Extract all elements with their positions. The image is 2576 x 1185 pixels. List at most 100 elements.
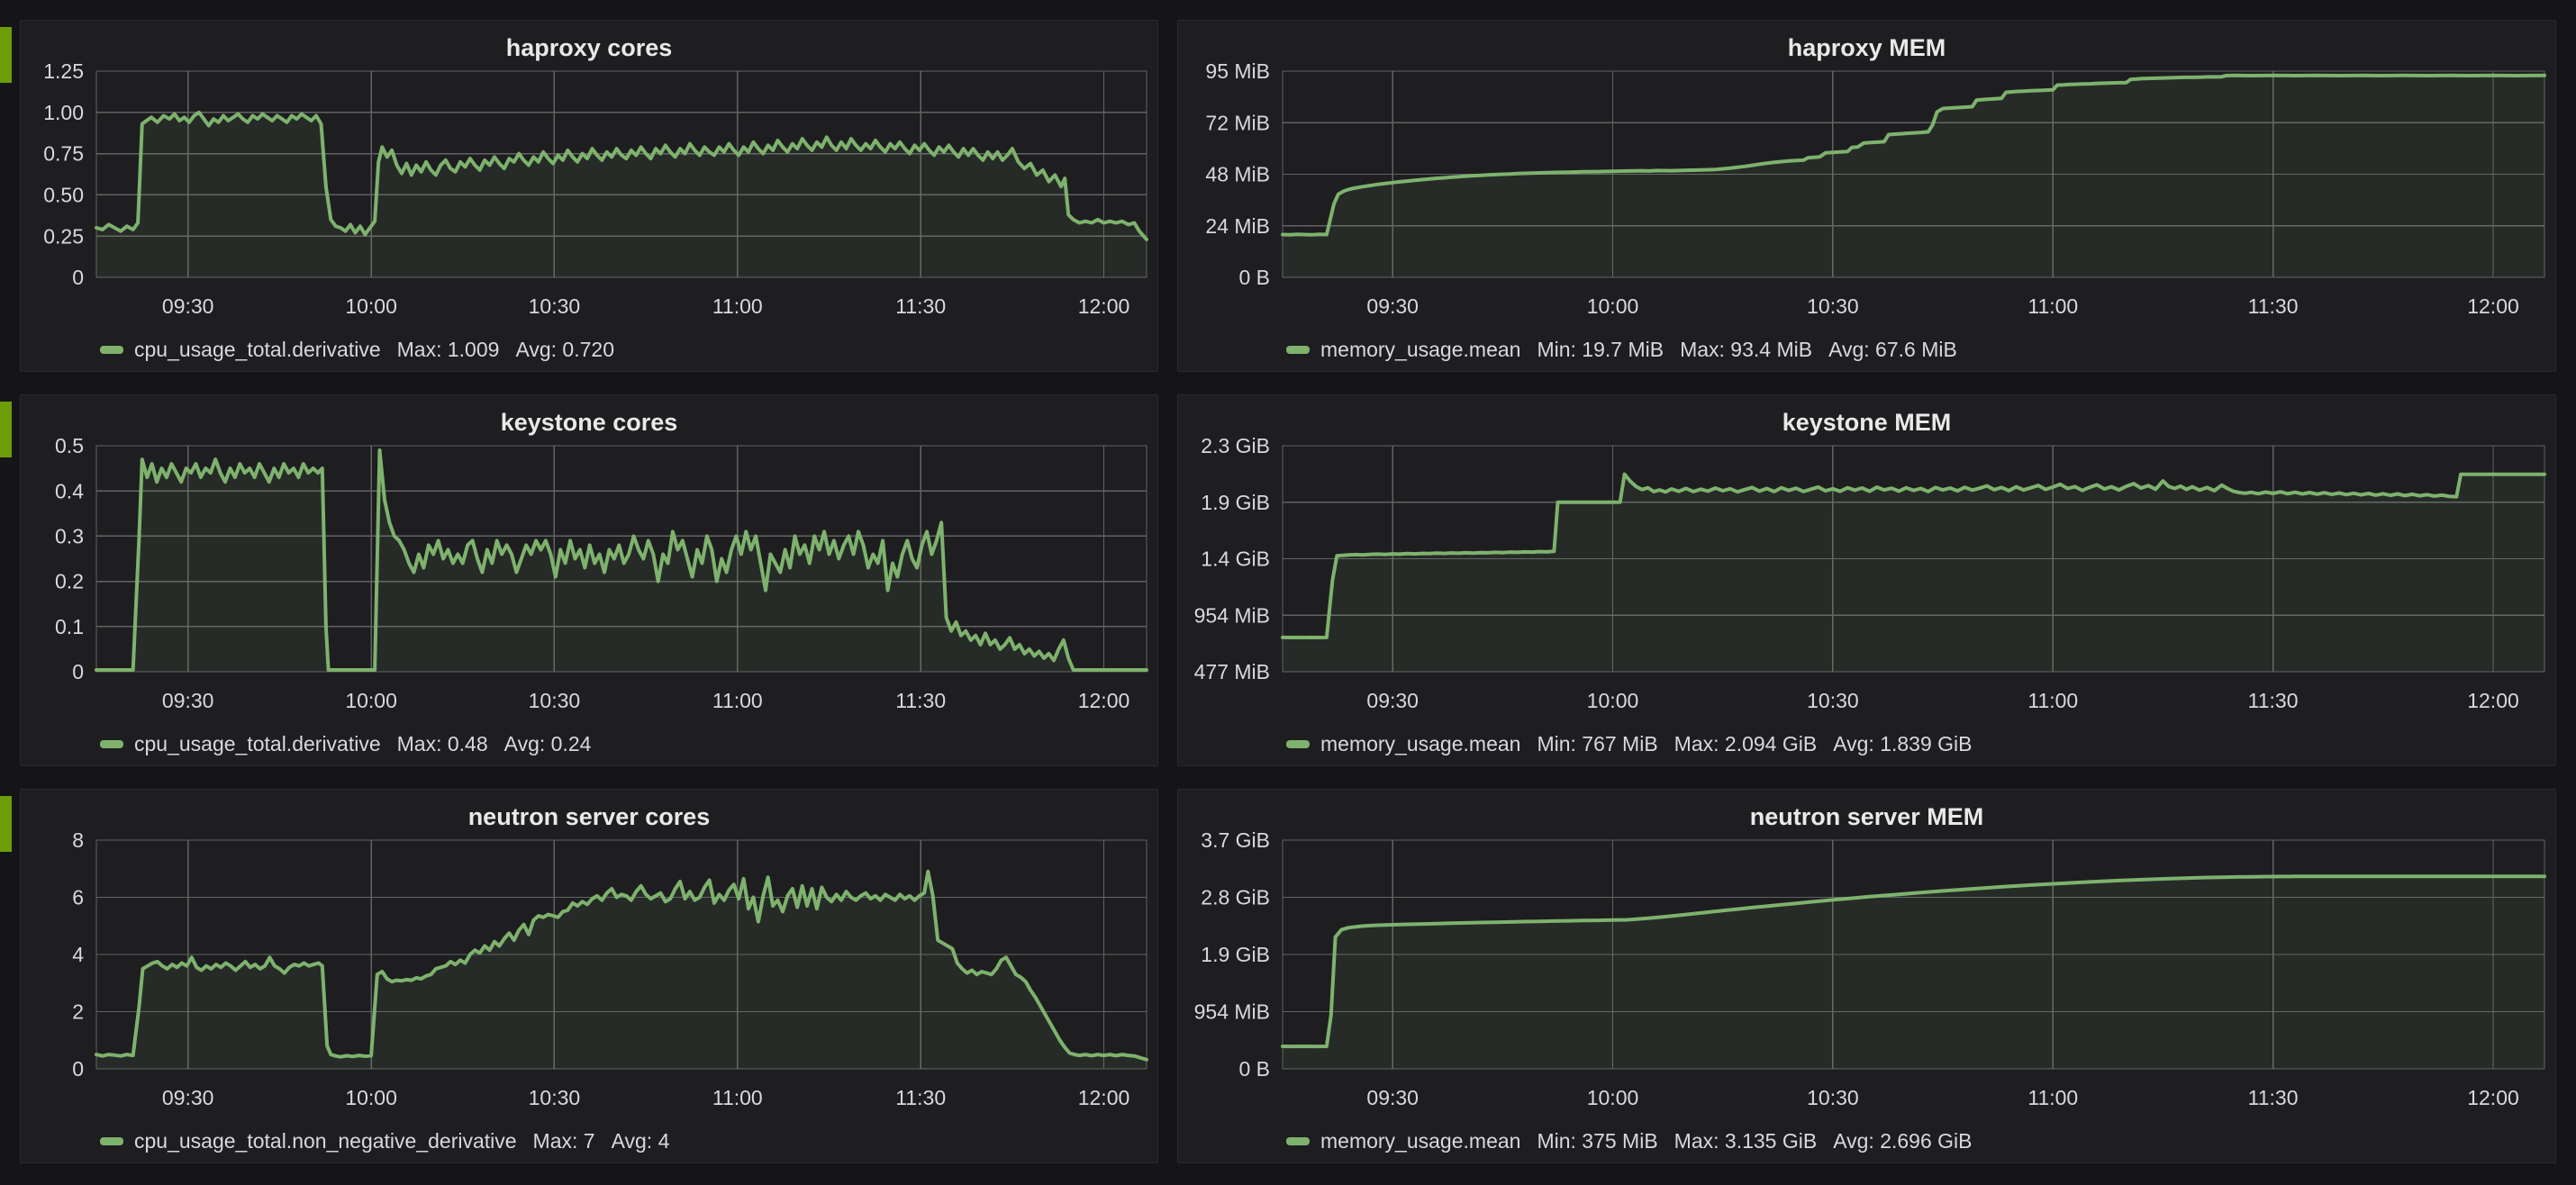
- row-collapse-handle-2[interactable]: [0, 402, 12, 457]
- x-tick-label: 11:30: [2248, 1086, 2299, 1109]
- x-tick-label: 12:00: [1078, 689, 1130, 712]
- legend-stat: Min: 19.7 MiB: [1537, 337, 1664, 361]
- y-tick-label: 0 B: [1238, 1057, 1270, 1081]
- legend-series-name[interactable]: cpu_usage_total.derivative: [134, 337, 381, 361]
- x-tick-label: 10:30: [1807, 1086, 1859, 1109]
- y-tick-label: 6: [72, 886, 84, 909]
- panel-title[interactable]: neutron server cores: [467, 803, 711, 830]
- y-tick-label: 0.25: [43, 224, 84, 248]
- series-line: [1281, 73, 2546, 237]
- graph-canvas[interactable]: 477 MiB 954 MiB 1.4 GiB 1.9 GiB 2.3 GiB 09:30…: [1178, 437, 2555, 722]
- y-tick-label: 3.7 GiB: [1201, 831, 1270, 852]
- series-area: [1283, 75, 2544, 277]
- y-tick-label: 0.2: [55, 570, 84, 593]
- x-tick-label: 10:00: [345, 689, 397, 712]
- plot-border: [1282, 445, 2545, 673]
- y-tick-label: 0: [72, 660, 84, 683]
- legend-series-color-swatch[interactable]: [100, 1136, 123, 1145]
- y-tick-label: 2: [72, 1000, 84, 1024]
- series-area: [96, 112, 1147, 277]
- legend-series-name[interactable]: cpu_usage_total.derivative: [134, 731, 381, 755]
- legend-series-name[interactable]: cpu_usage_total.non_negative_derivative: [134, 1128, 517, 1153]
- legend-stat: Max: 1.009: [396, 337, 500, 361]
- legend-series-color-swatch[interactable]: [1286, 739, 1310, 748]
- graph-canvas[interactable]: 0 0.1 0.2 0.3 0.4 0.5 09:30 10:00 10:30 11:00 11:3…: [21, 437, 1157, 722]
- y-tick-label: 2.8 GiB: [1201, 886, 1270, 909]
- x-tick-label: 09:30: [1366, 294, 1419, 318]
- timeseries-graph[interactable]: 0 0.25 0.50 0.75 1.00 1.25 09:30 10:00 10:30 11:0…: [21, 62, 1157, 328]
- legend: memory_usage.mean Min: 375 MiB Max: 3.13…: [1178, 1119, 2555, 1162]
- x-tick-label: 10:30: [529, 689, 581, 712]
- legend-series-name[interactable]: memory_usage.mean: [1320, 731, 1521, 755]
- x-tick-label: 11:30: [2248, 294, 2299, 318]
- series-area: [1283, 876, 2544, 1069]
- legend-series-name[interactable]: memory_usage.mean: [1320, 1128, 1521, 1153]
- panel-neutron-server-mem: neutron server MEM 0 B 954 MiB 1.9 GiB 2.8 …: [1177, 789, 2556, 1163]
- x-tick-label: 10:30: [529, 1086, 581, 1109]
- panel-neutron-server-cores: neutron server cores 0 2 4 6 8 09:30 10:00 10:3…: [20, 789, 1158, 1163]
- legend-series-color-swatch[interactable]: [100, 345, 123, 354]
- y-tick-label: 24 MiB: [1205, 214, 1270, 238]
- y-tick-label: 477 MiB: [1194, 660, 1270, 683]
- legend-stat: Avg: 4: [611, 1128, 670, 1153]
- y-tick-label: 0.3: [55, 524, 84, 547]
- y-tick-label: 1.25: [43, 62, 84, 83]
- row-collapse-handle-1[interactable]: [0, 27, 12, 83]
- x-tick-label: 10:30: [1807, 294, 1859, 318]
- y-tick-label: 0: [72, 266, 84, 289]
- plot-border: [95, 445, 1147, 673]
- x-tick-label: 11:00: [2027, 689, 2078, 712]
- graph-canvas[interactable]: 0 2 4 6 8 09:30 10:00 10:30 11:00 11:30 12:00: [21, 831, 1157, 1119]
- y-tick-label: 954 MiB: [1194, 1000, 1270, 1024]
- x-tick-label: 11:00: [712, 294, 763, 318]
- x-tick-label: 09:30: [162, 1086, 214, 1109]
- legend: memory_usage.mean Min: 767 MiB Max: 2.09…: [1178, 722, 2555, 765]
- x-tick-label: 11:30: [895, 1086, 946, 1109]
- graph-canvas[interactable]: 0 B 24 MiB 48 MiB 72 MiB 95 MiB 09:30 10:00 10:…: [1178, 62, 2555, 328]
- y-tick-label: 48 MiB: [1205, 163, 1270, 186]
- panel-haproxy-cores: haproxy cores 0 0.25 0.50 0.75 1.00 1.25 09:30…: [20, 20, 1158, 372]
- series-line: [95, 110, 1148, 241]
- x-tick-label: 11:00: [712, 1086, 763, 1109]
- x-tick-label: 10:00: [1587, 1086, 1639, 1109]
- x-tick-label: 12:00: [2467, 294, 2519, 318]
- y-tick-label: 0 B: [1238, 266, 1270, 289]
- x-tick-label: 10:30: [529, 294, 581, 318]
- legend: memory_usage.mean Min: 19.7 MiB Max: 93.…: [1178, 328, 2555, 371]
- legend-stat: Max: 2.094 GiB: [1673, 731, 1818, 755]
- graph-canvas[interactable]: 0 B 954 MiB 1.9 GiB 2.8 GiB 3.7 GiB 09:30 10:0…: [1178, 831, 2555, 1119]
- graph-canvas[interactable]: 0 0.25 0.50 0.75 1.00 1.25 09:30 10:00 10:30 11:0…: [21, 62, 1157, 328]
- timeseries-graph[interactable]: 477 MiB 954 MiB 1.4 GiB 1.9 GiB 2.3 GiB 09:30…: [1178, 437, 2555, 722]
- x-tick-label: 10:00: [1587, 689, 1639, 712]
- legend: cpu_usage_total.derivative Max: 1.009 Av…: [21, 328, 1157, 371]
- legend-stat: Max: 7: [532, 1128, 595, 1153]
- panel-title[interactable]: haproxy MEM: [1787, 34, 1946, 61]
- timeseries-graph[interactable]: 0 2 4 6 8 09:30 10:00 10:30 11:00 11:30 12:00: [21, 831, 1157, 1119]
- legend-series-color-swatch[interactable]: [100, 739, 123, 748]
- legend-series-color-swatch[interactable]: [1286, 1136, 1310, 1145]
- x-tick-label: 10:30: [1807, 689, 1859, 712]
- panel-title[interactable]: neutron server MEM: [1749, 803, 1984, 830]
- timeseries-graph[interactable]: 0 B 24 MiB 48 MiB 72 MiB 95 MiB 09:30 10:00 10:…: [1178, 62, 2555, 328]
- timeseries-graph[interactable]: 0 0.1 0.2 0.3 0.4 0.5 09:30 10:00 10:30 11:00 11:3…: [21, 437, 1157, 722]
- legend-stat: Avg: 1.839 GiB: [1833, 731, 1973, 755]
- timeseries-graph[interactable]: 0 B 954 MiB 1.9 GiB 2.8 GiB 3.7 GiB 09:30 10:0…: [1178, 831, 2555, 1119]
- legend-series-color-swatch[interactable]: [1286, 345, 1310, 354]
- x-tick-label: 10:00: [1587, 294, 1639, 318]
- x-tick-label: 09:30: [1366, 689, 1419, 712]
- legend: cpu_usage_total.non_negative_derivative …: [21, 1119, 1157, 1162]
- y-tick-label: 0.1: [55, 615, 84, 638]
- panel-title[interactable]: haproxy cores: [505, 34, 673, 61]
- panel-title[interactable]: keystone MEM: [1782, 409, 1952, 436]
- row-collapse-handle-3[interactable]: [0, 796, 12, 852]
- y-tick-label: 0.5: [55, 437, 84, 457]
- x-tick-label: 11:30: [2248, 689, 2299, 712]
- series-line: [1281, 472, 2546, 639]
- plot-border: [1282, 839, 2545, 1070]
- legend-series-name[interactable]: memory_usage.mean: [1320, 337, 1521, 361]
- y-tick-label: 95 MiB: [1205, 62, 1270, 83]
- x-tick-label: 12:00: [1078, 1086, 1130, 1109]
- series-area: [1283, 474, 2544, 672]
- panel-title[interactable]: keystone cores: [500, 409, 678, 436]
